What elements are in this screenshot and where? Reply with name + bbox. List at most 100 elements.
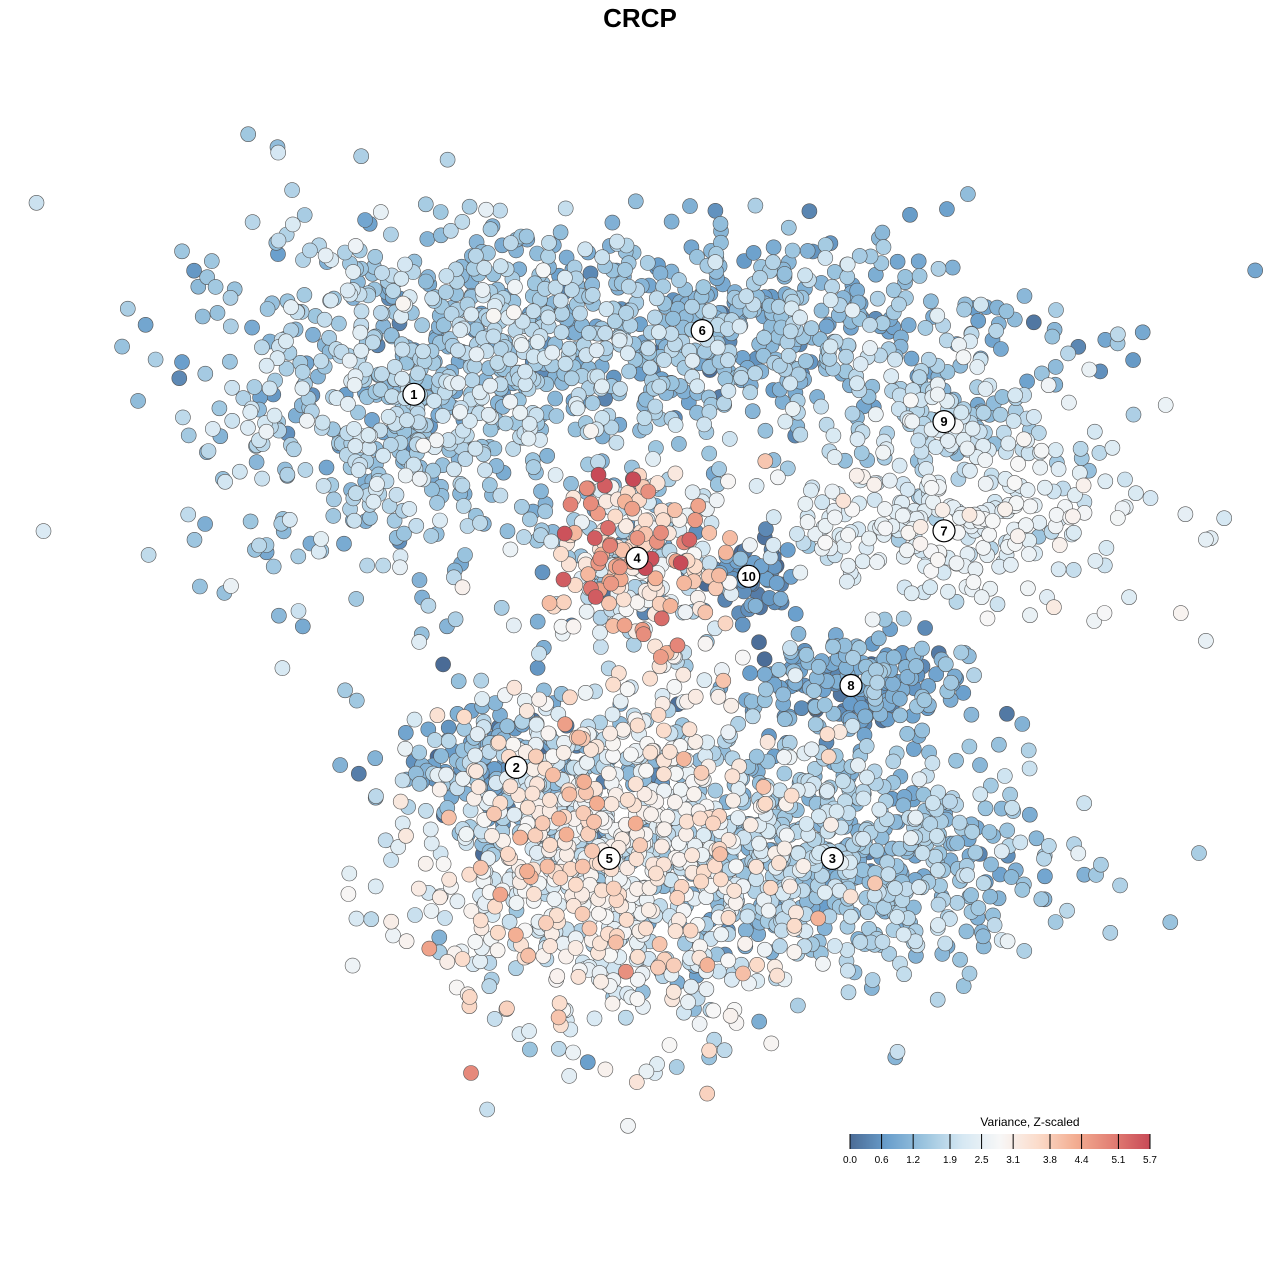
- scatter-point: [397, 724, 414, 741]
- scatter-point: [431, 781, 448, 798]
- scatter-point: [1177, 506, 1194, 523]
- scatter-point: [438, 284, 454, 300]
- scatter-point: [325, 508, 342, 524]
- scatter-point: [439, 151, 456, 168]
- scatter-point: [294, 618, 311, 635]
- scatter-point: [929, 991, 946, 1008]
- scatter-point: [632, 837, 648, 854]
- scatter-point: [903, 830, 919, 847]
- scatter-point: [854, 553, 871, 570]
- scatter-point: [757, 795, 774, 812]
- scatter-point: [368, 788, 384, 805]
- scatter-point: [862, 340, 878, 356]
- cluster-label-badge: [737, 564, 761, 588]
- scatter-point: [397, 467, 414, 484]
- scatter-point: [1014, 881, 1031, 898]
- scatter-point: [512, 404, 529, 421]
- scatter-point: [339, 282, 356, 299]
- scatter-point: [244, 319, 260, 336]
- scatter-point: [840, 557, 857, 574]
- scatter-point: [382, 437, 399, 453]
- scatter-point: [544, 344, 561, 361]
- scatter-point: [577, 241, 594, 258]
- scatter-point: [627, 815, 644, 832]
- scatter-point: [638, 1063, 655, 1080]
- scatter-point: [584, 287, 601, 303]
- scatter-point: [742, 537, 758, 554]
- scatter-point: [472, 912, 489, 929]
- scatter-point: [1128, 485, 1144, 502]
- legend-tick-label: 1.2: [906, 1155, 920, 1166]
- scatter-point: [137, 316, 154, 333]
- scatter-point: [989, 596, 1006, 613]
- legend-tick-label: 0.0: [843, 1155, 857, 1166]
- scatter-point: [675, 751, 692, 767]
- scatter-point: [684, 484, 701, 501]
- scatter-point: [601, 595, 617, 612]
- scatter-point: [461, 198, 478, 215]
- scatter-point: [862, 317, 878, 333]
- scatter-point: [782, 323, 799, 340]
- scatter-point: [200, 443, 217, 459]
- scatter-point: [590, 466, 607, 483]
- scatter-point: [474, 282, 491, 298]
- scatter-point: [1021, 546, 1037, 562]
- scatter-point: [904, 413, 921, 430]
- scatter-point: [914, 722, 931, 739]
- scatter-point: [625, 471, 642, 488]
- scatter-point: [542, 837, 558, 853]
- scatter-point: [429, 707, 446, 724]
- scatter-point: [1157, 397, 1174, 413]
- scatter-point: [543, 533, 560, 550]
- scatter-point: [369, 476, 385, 492]
- scatter-point: [717, 615, 734, 632]
- scatter-point: [383, 852, 399, 868]
- scatter-point: [332, 757, 349, 773]
- scatter-point: [783, 787, 800, 804]
- scatter-point: [816, 697, 833, 713]
- scatter-point: [671, 272, 687, 288]
- scatter-point: [940, 583, 956, 600]
- scatter-point: [350, 404, 366, 421]
- scatter-point: [359, 557, 376, 574]
- scatter-point: [656, 352, 672, 368]
- cluster-label-6: 6: [690, 319, 714, 343]
- scatter-point: [885, 282, 902, 299]
- scatter-point: [867, 406, 884, 423]
- scatter-point: [489, 354, 506, 371]
- scatter-point: [545, 767, 561, 783]
- cluster-label-1: 1: [402, 382, 426, 406]
- scatter-point: [953, 404, 970, 421]
- scatter-point: [948, 752, 964, 769]
- scatter-point: [469, 726, 486, 743]
- scatter-point: [855, 790, 872, 807]
- scatter-point: [745, 245, 762, 261]
- cluster-label-8: 8: [839, 673, 863, 698]
- scatter-point: [795, 858, 812, 874]
- scatter-point: [398, 827, 414, 844]
- scatter-point: [540, 309, 557, 326]
- scatter-point: [502, 351, 519, 368]
- scatter-point: [669, 890, 686, 906]
- scatter-point: [528, 716, 545, 733]
- scatter-point: [629, 530, 646, 546]
- scatter-point: [394, 341, 411, 358]
- scatter-point: [922, 579, 938, 596]
- scatter-point: [779, 460, 796, 477]
- scatter-point: [930, 260, 947, 277]
- scatter-point: [461, 413, 478, 429]
- scatter-point: [981, 526, 997, 543]
- scatter-point: [984, 513, 1001, 529]
- scatter-point: [525, 303, 542, 320]
- scatter-point: [907, 809, 924, 826]
- scatter-point: [953, 644, 970, 661]
- scatter-point: [924, 755, 941, 771]
- scatter-point: [468, 346, 485, 363]
- scatter-point: [920, 351, 937, 368]
- scatter-point: [346, 512, 363, 529]
- scatter-point: [318, 459, 335, 476]
- scatter-point: [401, 501, 418, 517]
- scatter-point: [686, 786, 702, 802]
- scatter-point: [929, 386, 946, 403]
- scatter-point: [563, 475, 579, 492]
